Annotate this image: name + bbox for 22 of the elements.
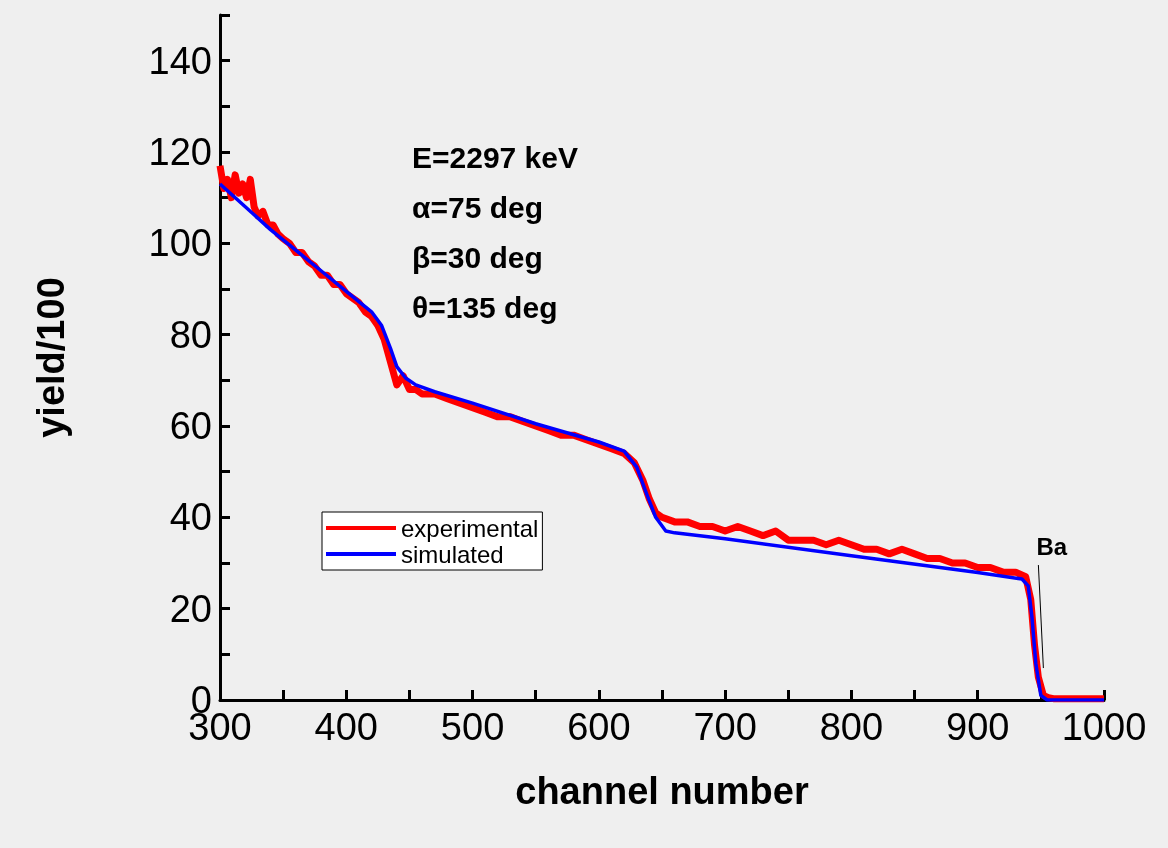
x-tick-label: 400 (314, 706, 378, 748)
y-tick-label: 120 (148, 131, 212, 173)
x-tick-label: 1000 (1061, 706, 1147, 748)
y-tick-label: 140 (148, 39, 212, 82)
x-tick-label: 500 (440, 706, 505, 748)
annotation: Ba (1036, 532, 1068, 560)
x-axis-title: channel number (515, 770, 809, 812)
x-tick-label: 600 (567, 706, 631, 748)
x-tick-label: 700 (693, 706, 757, 748)
x-tick-label: 900 (946, 706, 1010, 748)
y-tick-label: 80 (169, 313, 212, 356)
annotation: θ=135 deg (412, 290, 558, 324)
y-tick-label: 100 (148, 222, 212, 265)
annotation: E=2297 keV (412, 140, 578, 174)
annotation: α=75 deg (412, 190, 544, 224)
x-tick-label: 800 (819, 706, 884, 748)
y-tick-label: 20 (169, 587, 212, 630)
legend-label: experimental (401, 514, 539, 542)
y-axis-title: yield/100 (30, 277, 72, 438)
annotation: β=30 deg (412, 240, 543, 274)
y-tick-label: 40 (169, 496, 212, 539)
y-tick-label: 60 (169, 405, 212, 447)
